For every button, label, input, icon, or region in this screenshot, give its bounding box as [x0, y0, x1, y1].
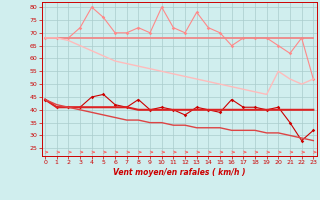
- X-axis label: Vent moyen/en rafales ( km/h ): Vent moyen/en rafales ( km/h ): [113, 168, 245, 177]
